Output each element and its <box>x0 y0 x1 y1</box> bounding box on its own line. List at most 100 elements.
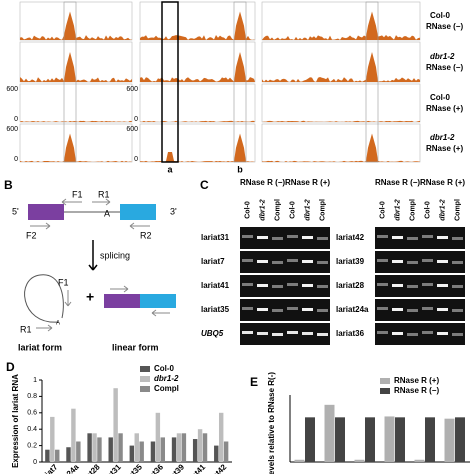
group-label: RNase R (−) <box>375 178 420 187</box>
gel-band <box>377 331 388 334</box>
gel-band <box>257 332 268 335</box>
bar <box>118 433 123 462</box>
y-tick-label: 0.8 <box>27 393 37 400</box>
gel-band <box>377 259 388 262</box>
gel-band <box>392 236 403 239</box>
coverage <box>262 120 420 122</box>
gel-band <box>452 261 463 264</box>
gel-band <box>272 333 283 336</box>
bar <box>50 416 55 462</box>
gel-band <box>437 260 448 263</box>
arrow <box>61 198 111 206</box>
bar <box>294 459 305 462</box>
bar <box>55 449 60 462</box>
caption: lariat form <box>18 342 62 352</box>
gel-band <box>317 261 328 264</box>
coverage <box>140 52 255 82</box>
arrow <box>36 324 53 332</box>
gel-band <box>242 331 253 334</box>
bar <box>134 433 139 462</box>
gel-strip <box>240 227 330 249</box>
three-prime: 3' <box>170 206 177 216</box>
group-label: RNase R (−) <box>240 178 285 187</box>
gel-band <box>272 309 283 312</box>
y-tick-label: 600 <box>126 86 138 93</box>
gel-band <box>272 285 283 288</box>
gel-band <box>377 307 388 310</box>
gel-band <box>242 307 253 310</box>
gel-strip <box>240 251 330 273</box>
x-tick-label: lariat42 <box>202 462 229 474</box>
bar <box>181 433 187 462</box>
gel-band <box>257 284 268 287</box>
bar <box>192 439 198 462</box>
plus: + <box>86 289 94 305</box>
gel-band <box>422 283 433 286</box>
y-tick-label: 600 <box>126 126 138 133</box>
bar <box>444 418 455 462</box>
legend-swatch <box>140 376 150 382</box>
bar <box>384 416 395 462</box>
lane-label: Compl <box>319 199 326 221</box>
row-label: lariat41 <box>201 281 230 290</box>
gel-band <box>407 333 418 336</box>
gel-band <box>452 309 463 312</box>
bar <box>335 417 345 462</box>
bar <box>92 433 97 462</box>
track-label: Col-0 <box>430 11 451 20</box>
bar <box>176 433 182 462</box>
track-label: Col-0 <box>430 93 451 102</box>
gel-band <box>422 307 433 310</box>
caption: linear form <box>112 342 159 352</box>
gel-band <box>242 235 253 238</box>
gel-band <box>407 285 418 288</box>
gel-band <box>452 285 463 288</box>
gel-band <box>287 259 298 262</box>
bar <box>97 437 102 462</box>
gel-band <box>407 237 418 240</box>
gel-band <box>287 331 298 334</box>
lariat-loop <box>24 274 64 323</box>
gel-band <box>407 309 418 312</box>
x-tick-label: lariat7 <box>36 462 59 474</box>
x-tick-label: lariat28 <box>75 462 102 474</box>
gel-band <box>392 260 403 263</box>
lane-label: dbr1-2 <box>394 199 401 221</box>
row-label: lariat42 <box>336 233 365 242</box>
bar <box>113 388 118 462</box>
legend-swatch <box>380 378 390 384</box>
gel-band <box>407 261 418 264</box>
y-tick-label: 0 <box>14 116 18 123</box>
gel-band <box>392 332 403 335</box>
y-tick-label: 600 <box>6 86 18 93</box>
branch: A <box>56 321 60 327</box>
bar <box>139 441 144 462</box>
y-axis-label: Expression of lariat RNA <box>11 374 20 468</box>
primer: R1 <box>20 324 32 334</box>
bar <box>354 459 365 462</box>
gel-band <box>437 308 448 311</box>
primer: F2 <box>26 230 37 240</box>
legend-swatch <box>140 366 150 372</box>
track-label: dbr1-2 <box>430 52 455 61</box>
gel-band <box>437 284 448 287</box>
panel-a: 600 0 600 0 600 0 600 0 Col-0 RNase (−) dbr1-2 RNas… <box>6 1 463 174</box>
coverage <box>262 11 420 40</box>
y-tick-label: 0.6 <box>27 410 37 417</box>
gel-band <box>437 332 448 335</box>
lane-label: Col-0 <box>379 201 386 219</box>
gel-band <box>302 260 313 263</box>
gel-strip <box>375 323 465 345</box>
exon <box>104 294 140 308</box>
y-axis-label: A levels relative to RNase R(-) <box>267 372 276 474</box>
y-tick-label: 1 <box>33 377 37 384</box>
coverage <box>140 133 255 162</box>
x-tick-label: lariat39 <box>160 462 187 474</box>
gel-band <box>257 308 268 311</box>
gel-band <box>317 333 328 336</box>
bar <box>160 437 165 462</box>
arrow <box>88 240 98 271</box>
gel-band <box>242 283 253 286</box>
gel-band <box>392 308 403 311</box>
lane-label: dbr1-2 <box>304 199 311 221</box>
